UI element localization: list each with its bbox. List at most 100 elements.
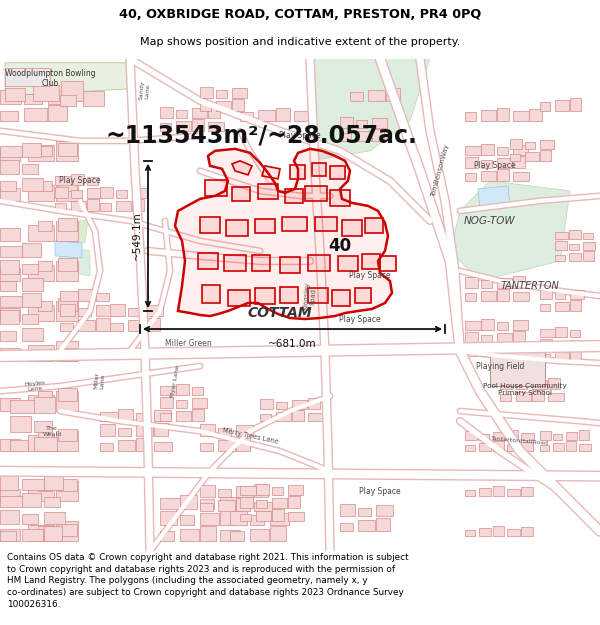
- Bar: [48, 91, 71, 104]
- Bar: [540, 102, 550, 111]
- Text: TANTERTON: TANTERTON: [500, 281, 559, 291]
- Bar: [481, 291, 496, 301]
- Bar: [513, 320, 527, 330]
- Bar: [58, 479, 77, 491]
- Bar: [540, 289, 553, 299]
- Bar: [376, 518, 390, 531]
- Bar: [200, 512, 219, 525]
- Bar: [200, 503, 213, 511]
- Text: Play Space: Play Space: [474, 161, 516, 171]
- Bar: [356, 131, 371, 141]
- Bar: [507, 529, 520, 536]
- Bar: [132, 188, 146, 198]
- Bar: [232, 99, 244, 111]
- Bar: [236, 426, 253, 436]
- Bar: [497, 278, 512, 288]
- Bar: [479, 443, 491, 451]
- Bar: [0, 308, 20, 321]
- Bar: [510, 139, 523, 149]
- Text: Sandy
Lane: Sandy Lane: [139, 81, 151, 101]
- Bar: [0, 529, 20, 541]
- Bar: [479, 528, 491, 536]
- Bar: [272, 509, 284, 521]
- Bar: [365, 218, 383, 233]
- Bar: [583, 251, 593, 261]
- Bar: [146, 318, 160, 331]
- Bar: [280, 257, 300, 273]
- Bar: [38, 351, 52, 361]
- Bar: [87, 199, 100, 211]
- Bar: [22, 479, 44, 490]
- Bar: [481, 319, 494, 330]
- Bar: [60, 304, 76, 316]
- Bar: [553, 443, 565, 451]
- Bar: [38, 431, 52, 441]
- Bar: [513, 276, 526, 288]
- Bar: [555, 342, 565, 349]
- Bar: [232, 187, 250, 201]
- Bar: [48, 106, 67, 121]
- Bar: [160, 386, 176, 395]
- Bar: [525, 152, 539, 161]
- Bar: [0, 228, 20, 241]
- Bar: [226, 220, 248, 236]
- Bar: [497, 169, 509, 181]
- Bar: [28, 184, 54, 201]
- Text: Myer Lane: Myer Lane: [170, 364, 181, 398]
- Bar: [58, 178, 77, 191]
- Bar: [566, 432, 577, 440]
- Bar: [34, 437, 57, 451]
- Bar: [525, 142, 535, 149]
- Bar: [380, 256, 396, 271]
- Bar: [200, 424, 215, 436]
- Bar: [0, 510, 19, 524]
- Bar: [481, 171, 496, 181]
- Bar: [38, 481, 52, 491]
- Text: Map shows position and indicative extent of the property.: Map shows position and indicative extent…: [140, 38, 460, 48]
- Bar: [493, 486, 503, 496]
- Bar: [200, 526, 216, 541]
- Bar: [38, 221, 52, 231]
- Bar: [176, 401, 187, 408]
- Bar: [288, 512, 304, 521]
- Bar: [96, 292, 109, 301]
- Bar: [132, 199, 145, 211]
- Bar: [0, 475, 17, 490]
- Bar: [553, 434, 562, 440]
- Bar: [146, 305, 163, 316]
- Bar: [56, 431, 78, 451]
- Bar: [513, 348, 529, 356]
- Bar: [555, 327, 568, 337]
- Bar: [87, 188, 101, 198]
- Bar: [497, 147, 508, 155]
- Bar: [290, 165, 305, 179]
- Bar: [0, 111, 17, 121]
- Bar: [44, 498, 60, 508]
- Bar: [34, 397, 55, 413]
- Bar: [176, 110, 187, 118]
- Text: Miller Green: Miller Green: [164, 339, 211, 348]
- Bar: [532, 380, 547, 389]
- Bar: [569, 230, 581, 239]
- Bar: [28, 395, 54, 411]
- Bar: [288, 485, 302, 495]
- Bar: [218, 441, 235, 451]
- Bar: [230, 531, 244, 541]
- Bar: [28, 485, 54, 501]
- Bar: [220, 530, 240, 541]
- Text: NOG-TOW: NOG-TOW: [464, 216, 516, 226]
- Bar: [540, 354, 550, 361]
- Bar: [83, 91, 104, 106]
- Bar: [78, 289, 94, 301]
- Bar: [465, 157, 478, 168]
- Bar: [465, 490, 475, 496]
- Bar: [10, 416, 31, 432]
- Bar: [160, 107, 173, 118]
- Bar: [548, 378, 560, 389]
- Bar: [540, 431, 551, 440]
- Bar: [154, 423, 168, 436]
- Bar: [465, 277, 478, 288]
- Bar: [350, 92, 363, 101]
- Bar: [332, 290, 350, 306]
- Bar: [176, 384, 190, 395]
